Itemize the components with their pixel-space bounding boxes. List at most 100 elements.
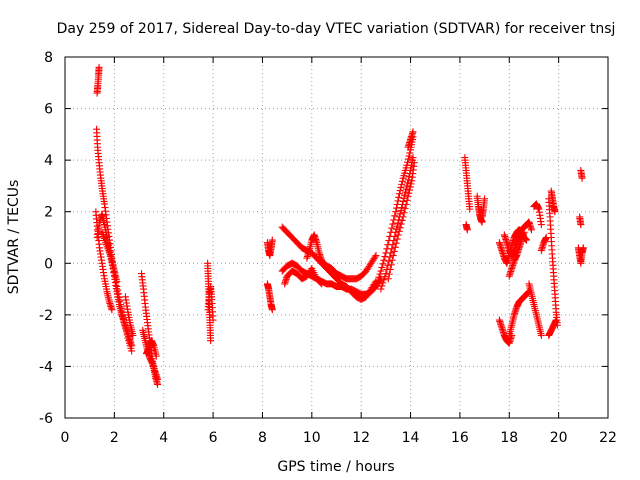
data-point	[401, 188, 409, 196]
data-point	[116, 297, 124, 305]
data-point	[394, 219, 402, 227]
data-point	[105, 249, 113, 257]
data-point	[385, 257, 393, 265]
data-point	[404, 192, 412, 200]
data-point	[398, 216, 406, 224]
data-point	[378, 282, 386, 290]
data-point	[398, 204, 406, 212]
data-point	[527, 226, 535, 234]
data-point	[112, 279, 120, 287]
y-tick-label: -6	[39, 411, 53, 427]
y-tick-label: 6	[44, 102, 53, 118]
data-point	[379, 260, 387, 268]
data-point	[398, 177, 406, 185]
data-point	[318, 280, 326, 288]
x-tick-label: 8	[258, 430, 267, 446]
data-point	[372, 252, 380, 260]
data-point	[405, 152, 413, 160]
data-point	[393, 222, 401, 230]
data-point	[209, 316, 217, 324]
data-point	[399, 197, 407, 205]
data-point	[520, 228, 528, 236]
data-point	[114, 286, 122, 294]
data-point	[578, 174, 586, 182]
data-point	[392, 239, 400, 247]
data-marks	[92, 63, 587, 388]
data-point	[207, 337, 215, 345]
data-point	[466, 205, 474, 213]
data-point	[268, 306, 276, 314]
x-tick-label: 20	[550, 430, 568, 446]
data-point	[117, 301, 125, 309]
data-point	[463, 226, 471, 234]
data-point	[111, 272, 119, 280]
data-point	[386, 265, 394, 273]
data-point	[111, 275, 119, 283]
data-point	[384, 275, 392, 283]
data-point	[410, 159, 418, 167]
data-point	[409, 154, 417, 162]
data-point	[391, 212, 399, 220]
data-point	[393, 235, 401, 243]
data-point	[537, 331, 545, 339]
data-point	[117, 304, 125, 312]
data-point	[406, 149, 414, 157]
y-tick-label: 2	[44, 205, 53, 221]
data-point	[379, 279, 387, 287]
x-tick-label: 4	[159, 430, 168, 446]
data-point	[387, 261, 395, 269]
data-point	[403, 196, 411, 204]
x-tick-label: 22	[599, 430, 617, 446]
data-point	[106, 252, 114, 260]
data-point	[375, 273, 383, 281]
data-point	[152, 352, 160, 360]
data-point	[392, 208, 400, 216]
data-point	[401, 205, 409, 213]
data-point	[398, 180, 406, 188]
data-point	[154, 375, 162, 383]
data-point	[404, 155, 412, 163]
data-point	[400, 209, 408, 217]
data-point	[389, 220, 397, 228]
data-point	[399, 213, 407, 221]
data-point	[268, 236, 276, 244]
data-point	[396, 224, 404, 232]
x-tick-label: 10	[303, 430, 321, 446]
data-point	[395, 193, 403, 201]
y-tick-label: 8	[44, 50, 53, 66]
data-point	[394, 231, 402, 239]
data-point	[108, 306, 116, 314]
y-tick-label: -4	[39, 359, 53, 375]
y-tick-label: 0	[44, 256, 53, 272]
data-point	[114, 290, 122, 298]
data-point	[372, 282, 380, 290]
data-point	[110, 268, 118, 276]
data-point	[128, 342, 136, 350]
x-tick-label: 0	[61, 430, 70, 446]
data-point	[396, 187, 404, 195]
data-point	[115, 293, 123, 301]
data-point	[107, 255, 115, 263]
plot-area-frame	[64, 56, 609, 419]
data-point	[406, 183, 414, 191]
x-tick-label: 12	[352, 430, 370, 446]
data-point	[389, 252, 397, 260]
data-point	[373, 279, 381, 287]
data-point	[95, 63, 103, 71]
data-point	[406, 186, 414, 194]
data-point	[378, 263, 386, 271]
data-point	[108, 258, 116, 266]
data-point	[374, 276, 382, 284]
data-point	[579, 244, 587, 252]
data-point	[371, 253, 379, 261]
data-point	[403, 182, 411, 190]
data-point	[404, 179, 412, 187]
data-point	[402, 200, 410, 208]
data-point	[388, 256, 396, 264]
data-point	[390, 247, 398, 255]
data-point	[409, 128, 417, 136]
data-point	[537, 221, 545, 229]
data-point	[397, 183, 405, 191]
data-point	[395, 190, 403, 198]
